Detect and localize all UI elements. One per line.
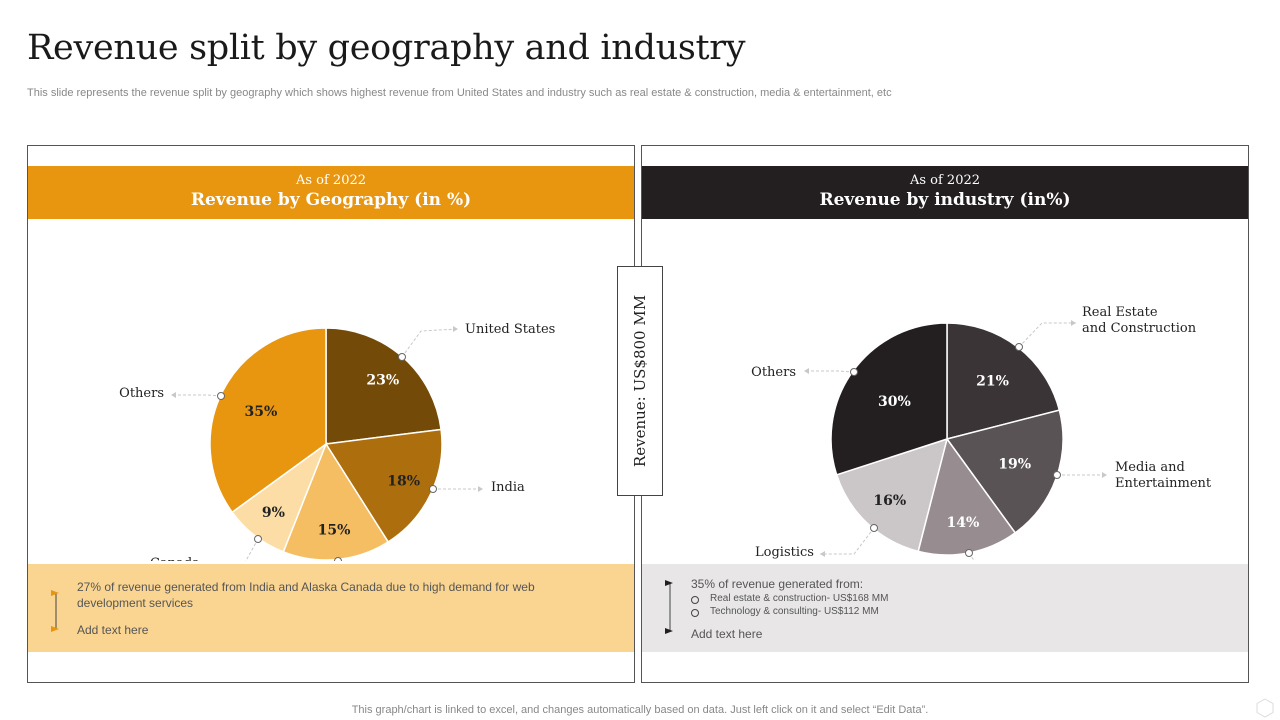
- pie-value-label: 15%: [318, 522, 351, 538]
- callout-connector: [820, 527, 875, 555]
- page-title: Revenue split by geography and industry: [27, 28, 746, 68]
- callout-connector: [171, 394, 222, 397]
- callout-dot: [1015, 343, 1023, 351]
- arrow-icon: [453, 326, 458, 332]
- category-label: Logistics: [755, 545, 814, 560]
- arrow-icon: [171, 392, 176, 398]
- pie-value-label: 14%: [946, 515, 979, 531]
- pie-value-label: 18%: [387, 474, 420, 490]
- industry-heading: Revenue by industry (in%): [819, 190, 1071, 210]
- pie-value-label: 16%: [873, 493, 906, 509]
- category-label: Others: [119, 386, 164, 401]
- arrow-icon: [804, 368, 809, 374]
- industry-sub-item: Real estate & construction- US$168 MM: [710, 593, 889, 604]
- industry-header: As of 2022 Revenue by industry (in%): [642, 166, 1248, 219]
- callout-dot: [1053, 471, 1061, 479]
- category-label: Canada: [150, 556, 200, 561]
- pie-value-label: 9%: [262, 505, 285, 521]
- callout-connector: [968, 552, 975, 561]
- arrow-connector-icon: [665, 580, 673, 634]
- category-label: and Construction: [1082, 321, 1197, 336]
- callout-connector: [804, 370, 855, 373]
- callout-connector: [245, 538, 259, 561]
- geography-heading: Revenue by Geography (in %): [190, 190, 472, 210]
- callout-dot: [217, 392, 225, 400]
- pie-value-label: 23%: [366, 373, 399, 389]
- geography-header: As of 2022 Revenue by Geography (in %): [28, 166, 634, 219]
- arrow-icon: [478, 486, 483, 492]
- callout-dot: [850, 368, 858, 376]
- pie-value-label: 19%: [998, 456, 1031, 472]
- callout-connector: [401, 328, 459, 358]
- pie-value-label: 35%: [244, 404, 277, 420]
- category-label: Others: [751, 365, 796, 380]
- industry-sub-item: Technology & consulting- US$112 MM: [710, 606, 879, 617]
- geography-add-text[interactable]: Add text here: [77, 623, 149, 637]
- pie-value-label: 21%: [976, 373, 1009, 389]
- callout-dot: [965, 549, 973, 557]
- callout-dot: [870, 524, 878, 532]
- geography-panel: As of 2022 Revenue by Geography (in %) 2…: [27, 145, 635, 683]
- callout-dot: [429, 485, 437, 493]
- category-label: United States: [465, 322, 555, 337]
- callout-connector: [1018, 322, 1076, 348]
- arrow-icon: [820, 551, 825, 557]
- geography-note-text: 27% of revenue generated from India and …: [77, 580, 535, 610]
- industry-add-text[interactable]: Add text here: [691, 627, 763, 641]
- total-revenue-label: Revenue: US$800 MM: [631, 294, 649, 468]
- pie-slice-logistics[interactable]: [835, 437, 949, 553]
- callout-dot: [254, 535, 262, 543]
- arrow-icon: [1071, 320, 1076, 326]
- category-label: India: [491, 480, 525, 495]
- industry-as-of: As of 2022: [909, 173, 981, 188]
- geography-notes: 27% of revenue generated from India and …: [28, 564, 634, 652]
- pie-slice-others[interactable]: [209, 327, 327, 514]
- bullet-icon: [691, 596, 699, 604]
- callout-dot: [334, 557, 342, 561]
- industry-notes: 35% of revenue generated from: Real esta…: [642, 564, 1248, 652]
- arrow-connector-icon: [51, 590, 59, 632]
- geography-as-of: As of 2022: [295, 173, 367, 188]
- arrow-icon: [1102, 472, 1107, 478]
- total-revenue-box: Revenue: US$800 MM: [617, 266, 663, 496]
- pie-slice-india[interactable]: [324, 428, 443, 543]
- edit-data-note: This graph/chart is linked to excel, and…: [351, 704, 929, 716]
- category-label: Media and: [1115, 460, 1185, 475]
- callout-dot: [398, 353, 406, 361]
- page-subtitle: This slide represents the revenue split …: [27, 87, 892, 99]
- industry-panel: As of 2022 Revenue by industry (in%) 21%…: [641, 145, 1249, 683]
- industry-note-text: 35% of revenue generated from:: [691, 577, 864, 591]
- bullet-icon: [691, 609, 699, 617]
- hexagon-icon: [1256, 698, 1274, 718]
- geography-pie-chart[interactable]: 23%18%15%9%35%United StatesIndiaAustrali…: [28, 221, 634, 561]
- category-label: Real Estate: [1082, 305, 1158, 320]
- category-label: Entertainment: [1115, 476, 1212, 491]
- pie-value-label: 30%: [878, 394, 911, 410]
